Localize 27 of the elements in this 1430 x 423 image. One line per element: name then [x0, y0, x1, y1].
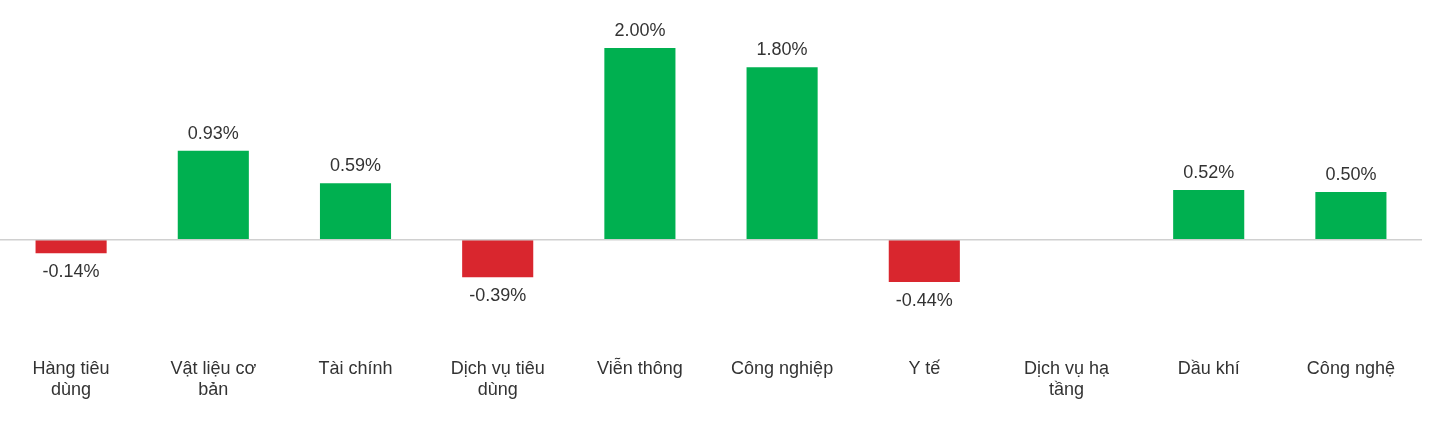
bar — [1173, 189, 1245, 240]
x-tick-label: Viễn thông — [597, 356, 683, 378]
data-label: 2.00% — [614, 19, 666, 40]
data-label: -0.39% — [469, 285, 527, 306]
data-label: 0.93% — [187, 122, 239, 143]
data-label: 0.59% — [329, 155, 382, 176]
x-tick-label: Vật liệu cơ bản — [170, 357, 257, 400]
bar — [888, 239, 960, 283]
data-label: 1.80% — [756, 39, 808, 60]
x-tick-label: Công nghiệp — [731, 357, 834, 378]
data-label: 0.50% — [1325, 163, 1377, 184]
bar — [1315, 191, 1387, 240]
x-tick-label: Công nghệ — [1306, 357, 1395, 378]
x-tick-label: Hàng tiêu dùng — [32, 357, 110, 400]
x-tick-label: Dịch vụ tiêu dùng — [450, 357, 545, 400]
x-tick-label: Dầu khí — [1177, 357, 1240, 378]
x-tick-label: Tài chính — [318, 357, 393, 378]
x-tick-label: Dịch vụ hạ tầng — [1023, 357, 1111, 400]
x-tick-label: Y tế — [908, 357, 941, 378]
data-label: -0.14% — [42, 261, 100, 282]
data-label: 0.52% — [1183, 161, 1235, 182]
bar — [319, 183, 392, 240]
bar — [177, 150, 249, 240]
data-label: -0.44% — [895, 290, 953, 311]
bar — [746, 67, 818, 240]
bar — [604, 47, 676, 240]
bar — [462, 239, 534, 278]
